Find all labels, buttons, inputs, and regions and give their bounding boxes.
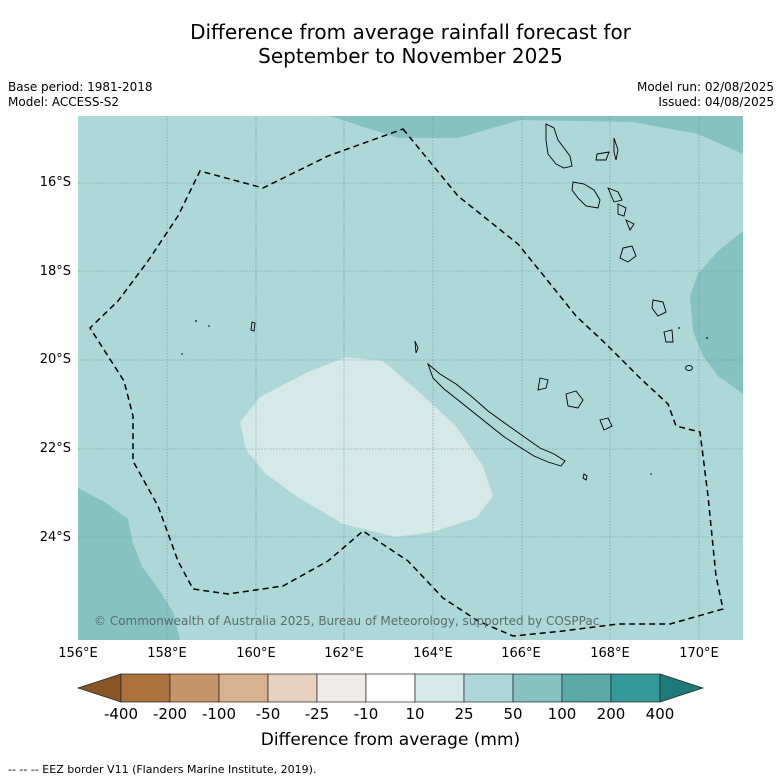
- colorbar-segment: [610, 673, 661, 703]
- lon-tick-170e: 170°E: [679, 646, 719, 661]
- pentecost: [607, 187, 623, 203]
- rainfall-map: © Commonwealth of Australia 2025, Bureau…: [78, 116, 743, 640]
- espiritu-santo: [545, 123, 573, 169]
- colorbar-label: -25: [304, 705, 330, 723]
- colorbar-segment: [463, 673, 514, 703]
- lat-tick-20s: 20°S: [39, 352, 71, 367]
- island-belep: [414, 340, 419, 354]
- colorbar-label: -200: [152, 705, 188, 723]
- colorbar-label: -50: [255, 705, 281, 723]
- colorbar-segment: [267, 673, 318, 703]
- lon-tick-166e: 166°E: [501, 646, 541, 661]
- lon-tick-168e: 168°E: [590, 646, 630, 661]
- colorbar-label: 100: [547, 705, 577, 723]
- base-period: Base period: 1981-2018: [8, 80, 153, 94]
- eez-border: [89, 128, 724, 637]
- lon-tick-164e: 164°E: [413, 646, 453, 661]
- coastlines: [250, 123, 693, 481]
- shepherd-islands: [625, 219, 635, 231]
- ambae: [595, 151, 610, 161]
- epi: [617, 203, 627, 217]
- colorbar-segment: [414, 673, 465, 703]
- lon-tick-160e: 160°E: [236, 646, 276, 661]
- meta-left: Base period: 1981-2018 Model: ACCESS-S2: [8, 80, 153, 110]
- model-run: Model run: 02/08/2025: [636, 80, 774, 94]
- lon-tick-162e: 162°E: [324, 646, 364, 661]
- colorbar-segment: [561, 673, 612, 703]
- colorbar-label: 10: [405, 705, 425, 723]
- maewo: [613, 137, 619, 161]
- eez-legend-footer: -- -- -- EEZ border V11 (Flanders Marine…: [8, 763, 317, 776]
- chesterfield-islands: [250, 321, 256, 332]
- lon-tick-156e: 156°E: [58, 646, 98, 661]
- tanna: [663, 329, 674, 343]
- lat-tick-16s: 16°S: [39, 175, 71, 190]
- map-canvas: [78, 116, 743, 640]
- colorbar-label: 200: [596, 705, 626, 723]
- colorbar-segment: [316, 673, 367, 703]
- band-50-100-southwest: [78, 488, 180, 640]
- colorbar-title: Difference from average (mm): [260, 730, 521, 750]
- lifou: [565, 390, 584, 409]
- lon-tick-158e: 158°E: [147, 646, 187, 661]
- colorbar-segment: [169, 673, 220, 703]
- efate: [619, 245, 637, 263]
- mare: [599, 417, 613, 431]
- erromango: [651, 299, 667, 317]
- map-title: Difference from average rainfall forecas…: [0, 20, 781, 68]
- lat-tick-22s: 22°S: [39, 441, 71, 456]
- band-50-100-east: [690, 231, 743, 394]
- lat-tick-18s: 18°S: [39, 264, 71, 279]
- isle-of-pines: [582, 473, 588, 481]
- new-caledonia: [427, 362, 566, 467]
- small-islets: [181, 320, 708, 475]
- title-line-1: Difference from average rainfall forecas…: [190, 20, 631, 44]
- model-name: Model: ACCESS-S2: [8, 95, 120, 109]
- aneityum: [685, 365, 693, 371]
- copyright-notice: © Commonwealth of Australia 2025, Bureau…: [94, 614, 600, 628]
- colorbar-segment: [512, 673, 563, 703]
- colorbar-extend-high: [659, 673, 705, 703]
- title-line-2: September to November 2025: [258, 44, 563, 68]
- colorbar-extend-low: [76, 673, 122, 703]
- colorbar-label: 50: [503, 705, 523, 723]
- colorbar-label: 400: [645, 705, 675, 723]
- colorbar-label: -10: [353, 705, 379, 723]
- colorbar-label: -100: [201, 705, 237, 723]
- issued-date: Issued: 04/08/2025: [658, 95, 774, 109]
- lat-tick-24s: 24°S: [39, 530, 71, 545]
- ouvea: [537, 377, 549, 391]
- colorbar-segment: [365, 673, 416, 703]
- colorbar: [76, 673, 705, 703]
- band-25-50: [78, 116, 743, 640]
- colorbar-label: -400: [103, 705, 139, 723]
- colorbar-label: 25: [454, 705, 474, 723]
- colorbar-segment: [120, 673, 171, 703]
- malakula: [571, 181, 601, 209]
- colorbar-segment: [218, 673, 269, 703]
- meta-right: Model run: 02/08/2025 Issued: 04/08/2025: [637, 80, 774, 110]
